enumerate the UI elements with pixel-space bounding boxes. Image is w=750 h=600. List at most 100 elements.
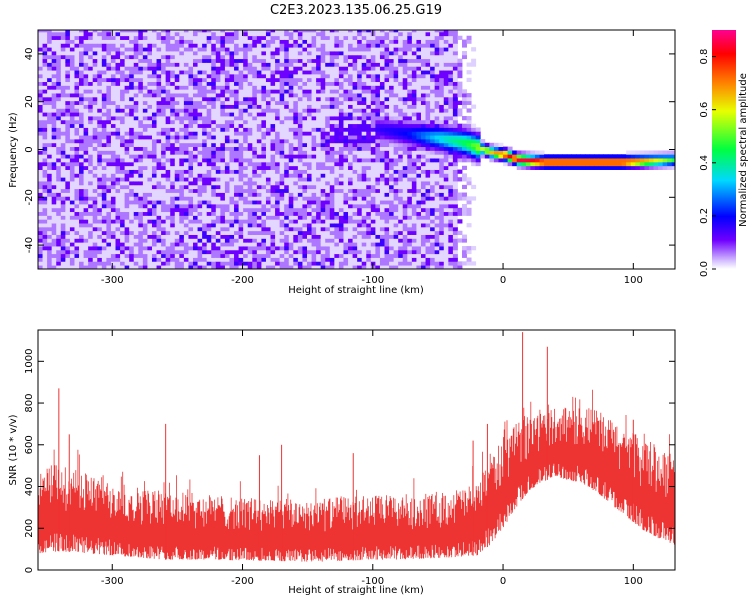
heatmap-cell	[279, 96, 285, 102]
heatmap-cell	[147, 150, 153, 155]
heatmap-cell	[311, 77, 317, 83]
heatmap-cell	[275, 112, 281, 117]
heatmap-cell	[270, 226, 276, 232]
heatmap-cell	[334, 89, 340, 94]
heatmap-cell	[343, 165, 349, 170]
heatmap-cell	[138, 131, 144, 136]
heatmap-cell	[252, 96, 258, 102]
heatmap-cell	[142, 85, 148, 90]
heatmap-cell	[165, 181, 171, 186]
heatmap-cell	[115, 265, 121, 269]
heatmap-cell	[220, 230, 226, 235]
heatmap-cell	[234, 242, 240, 247]
heatmap-cell	[357, 73, 363, 79]
heatmap-cell	[65, 62, 71, 67]
heatmap-cell	[193, 219, 198, 224]
heatmap-cell	[101, 158, 107, 163]
heatmap-cell	[179, 39, 185, 44]
heatmap-cell	[60, 215, 66, 220]
heatmap-cell	[238, 100, 244, 105]
heatmap-cell	[56, 158, 62, 163]
heatmap-cell	[370, 192, 376, 197]
heatmap-cell	[124, 77, 130, 83]
heatmap-cell	[92, 135, 98, 140]
heatmap-cell	[352, 253, 358, 258]
heatmap-cell	[265, 66, 271, 71]
heatmap-cell	[224, 177, 230, 182]
heatmap-cell	[193, 93, 198, 98]
heatmap-cell	[357, 188, 363, 193]
heatmap-cell	[379, 31, 385, 37]
heatmap-cell	[197, 230, 203, 235]
heatmap-cell	[183, 196, 189, 201]
heatmap-cell	[97, 207, 103, 213]
heatmap-cell	[361, 104, 367, 109]
heatmap-cell	[352, 30, 358, 33]
heatmap-cell	[115, 226, 121, 232]
heatmap-cell	[215, 173, 221, 178]
heatmap-cell	[252, 238, 258, 243]
heatmap-cell	[88, 161, 94, 167]
heatmap-cell	[389, 89, 395, 94]
heatmap-cell	[224, 200, 230, 205]
heatmap-cell	[325, 181, 331, 186]
heatmap-cell	[398, 257, 404, 262]
heatmap-cell	[142, 192, 148, 197]
heatmap-cell	[106, 89, 112, 94]
heatmap-cell	[124, 223, 130, 228]
heatmap-cell	[106, 66, 112, 71]
heatmap-cell	[56, 96, 62, 102]
heatmap-cell	[188, 62, 194, 67]
heatmap-cell	[147, 177, 153, 182]
heatmap-cell	[284, 253, 290, 258]
heatmap-cell	[156, 131, 162, 136]
heatmap-cell	[120, 66, 126, 71]
heatmap-cell	[124, 66, 130, 71]
heatmap-cell	[74, 89, 80, 94]
heatmap-cell	[161, 242, 167, 247]
heatmap-cell	[60, 154, 66, 159]
heatmap-cell	[297, 66, 303, 71]
heatmap-cell	[206, 127, 212, 132]
heatmap-cell	[261, 131, 267, 136]
heatmap-cell	[47, 112, 53, 117]
heatmap-cell	[106, 96, 112, 102]
heatmap-cell	[338, 73, 344, 79]
heatmap-cell	[179, 207, 185, 213]
heatmap-cell	[92, 230, 98, 235]
heatmap-cell	[129, 108, 135, 113]
heatmap-cell	[170, 196, 176, 201]
spectrogram-heatmap	[38, 30, 675, 269]
heatmap-cell	[79, 43, 84, 48]
heatmap-cell	[174, 253, 180, 258]
heatmap-cell	[389, 165, 395, 170]
heatmap-cell	[197, 265, 203, 269]
heatmap-cell	[60, 123, 66, 128]
heatmap-cell	[325, 238, 331, 243]
heatmap-cell	[316, 184, 322, 190]
heatmap-cell	[42, 154, 48, 159]
heatmap-cell	[238, 96, 244, 102]
heatmap-cell	[297, 35, 303, 40]
heatmap-cell	[183, 54, 189, 60]
heatmap-cell	[352, 77, 358, 83]
heatmap-cell	[279, 249, 285, 255]
heatmap-cell	[252, 181, 258, 186]
heatmap-cell	[106, 226, 112, 232]
heatmap-cell	[379, 203, 385, 209]
heatmap-cell	[297, 150, 303, 155]
heatmap-cell	[288, 89, 294, 94]
heatmap-cell	[197, 200, 203, 205]
heatmap-cell	[142, 135, 148, 140]
heatmap-cell	[261, 47, 267, 52]
heatmap-cell	[229, 200, 235, 205]
heatmap-cell	[348, 31, 353, 37]
heatmap-cell	[97, 219, 103, 224]
heatmap-cell	[238, 116, 244, 121]
heatmap-cell	[393, 123, 399, 128]
heatmap-cell	[275, 116, 281, 121]
heatmap-cell	[161, 253, 167, 258]
heatmap-cell	[193, 184, 198, 190]
heatmap-cell	[316, 47, 322, 52]
heatmap-cell	[151, 150, 157, 155]
